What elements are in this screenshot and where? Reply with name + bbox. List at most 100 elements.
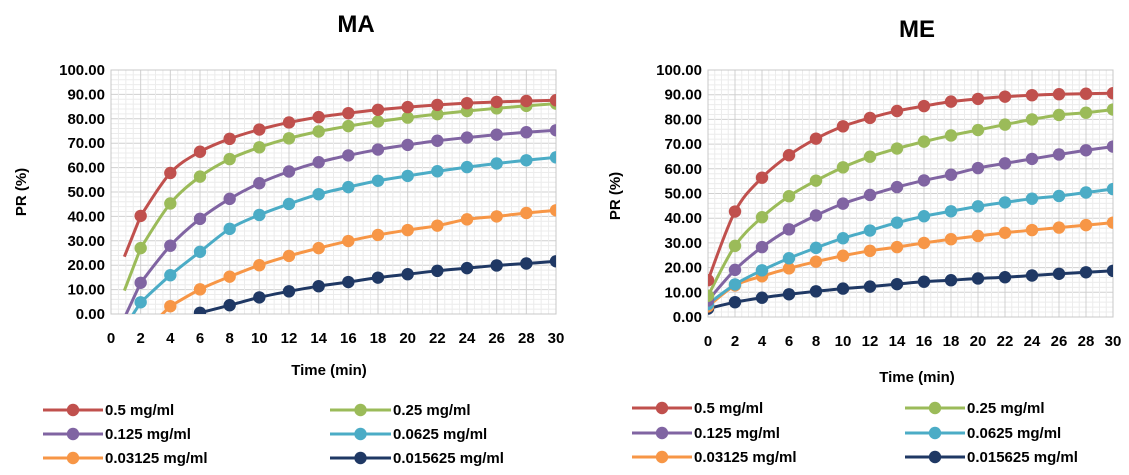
data-point: [371, 174, 385, 187]
legend-swatch-marker: [354, 451, 367, 465]
data-point: [1025, 223, 1039, 237]
y-tick-label: 10.00: [67, 282, 105, 299]
data-point: [836, 249, 850, 262]
data-point: [223, 222, 236, 236]
x-tick-label: 16: [340, 330, 357, 347]
data-point: [1025, 192, 1039, 205]
x-tick-label: 22: [997, 333, 1014, 350]
data-point: [460, 261, 474, 275]
data-point: [998, 226, 1012, 239]
legend-item-0: 0.5 mg/ml: [43, 402, 174, 419]
y-tick-label: 70.00: [67, 135, 105, 152]
x-tick-label: 10: [251, 330, 268, 347]
data-point: [490, 259, 503, 272]
data-point: [1079, 266, 1093, 279]
legend-label: 0.25 mg/ml: [393, 402, 471, 419]
x-tick-label: 12: [281, 330, 298, 347]
y-tick-label: 80.00: [67, 111, 105, 128]
y-tick-label: 50.00: [67, 184, 105, 201]
data-point: [917, 174, 931, 187]
x-tick-label: 20: [399, 330, 416, 347]
data-point: [1106, 182, 1113, 196]
legend-swatch-marker: [655, 426, 669, 440]
data-point: [890, 240, 904, 254]
data-point: [223, 192, 236, 206]
legend-label: 0.0625 mg/ml: [393, 426, 487, 443]
data-point: [809, 174, 823, 187]
legend-swatch-marker: [928, 401, 942, 415]
data-point: [728, 205, 742, 218]
legend-item-1: 0.25 mg/ml: [330, 402, 471, 419]
data-point: [836, 161, 850, 174]
x-tick-label: 10: [835, 333, 852, 350]
x-tick-label: 28: [1078, 333, 1095, 350]
legend-item-4: 0.03125 mg/ml: [43, 450, 208, 467]
data-point: [782, 149, 796, 162]
data-point: [193, 306, 207, 314]
legend-item-1: 0.25 mg/ml: [905, 400, 1045, 417]
legend-swatch-marker: [66, 451, 80, 465]
data-point: [1106, 264, 1113, 278]
y-tick-label: 100.00: [656, 62, 702, 79]
legend-swatch-marker: [66, 403, 80, 417]
data-point: [431, 107, 444, 121]
data-point: [863, 111, 877, 125]
chart-ma-x-axis-label: Time (min): [291, 362, 367, 379]
data-point: [890, 180, 904, 194]
data-point: [431, 134, 444, 147]
data-point: [917, 275, 931, 288]
data-point: [728, 239, 742, 253]
data-point: [944, 95, 958, 108]
data-point: [755, 291, 769, 304]
chart-me-y-axis-label: PR (%): [607, 172, 624, 220]
data-point: [549, 204, 556, 217]
chart-ma-plot-area: [110, 69, 557, 315]
data-point: [371, 143, 385, 156]
data-point: [520, 126, 533, 139]
data-point: [1079, 106, 1093, 119]
data-point: [809, 132, 823, 145]
data-point: [282, 165, 296, 178]
legend-swatch-marker: [655, 450, 669, 464]
x-tick-label: 0: [704, 333, 712, 350]
data-point: [312, 110, 325, 124]
data-point: [782, 288, 796, 301]
data-point: [282, 132, 296, 145]
y-tick-label: 20.00: [664, 260, 702, 277]
data-point: [342, 119, 355, 133]
data-point: [401, 138, 414, 152]
data-point: [549, 124, 556, 137]
data-point: [998, 90, 1012, 103]
series-5: [193, 255, 556, 314]
x-tick-label: 14: [889, 333, 906, 350]
legend-label: 0.015625 mg/ml: [393, 450, 504, 467]
data-point: [917, 99, 931, 113]
x-tick-label: 4: [166, 330, 175, 347]
data-point: [1106, 103, 1113, 116]
data-point: [1052, 108, 1066, 122]
data-point: [944, 205, 958, 218]
legend-item-4: 0.03125 mg/ml: [632, 449, 797, 466]
series-5: [708, 264, 1113, 315]
data-point: [944, 129, 958, 142]
data-point: [312, 125, 325, 138]
chart-me-plot-area: [707, 69, 1114, 318]
data-point: [1106, 140, 1113, 153]
x-tick-label: 2: [136, 330, 144, 347]
data-point: [863, 224, 877, 237]
data-point: [971, 123, 985, 137]
data-point: [520, 154, 533, 167]
x-tick-label: 2: [731, 333, 739, 350]
data-point: [836, 197, 850, 210]
data-point: [193, 145, 207, 158]
data-point: [490, 95, 503, 109]
x-tick-label: 0: [107, 330, 115, 347]
legend-swatch-marker: [928, 450, 942, 464]
data-point: [809, 209, 823, 222]
y-tick-label: 70.00: [664, 136, 702, 153]
legend-swatch-marker: [928, 426, 942, 440]
data-point: [755, 171, 769, 184]
data-point: [520, 257, 533, 270]
series-line: [708, 145, 1113, 302]
